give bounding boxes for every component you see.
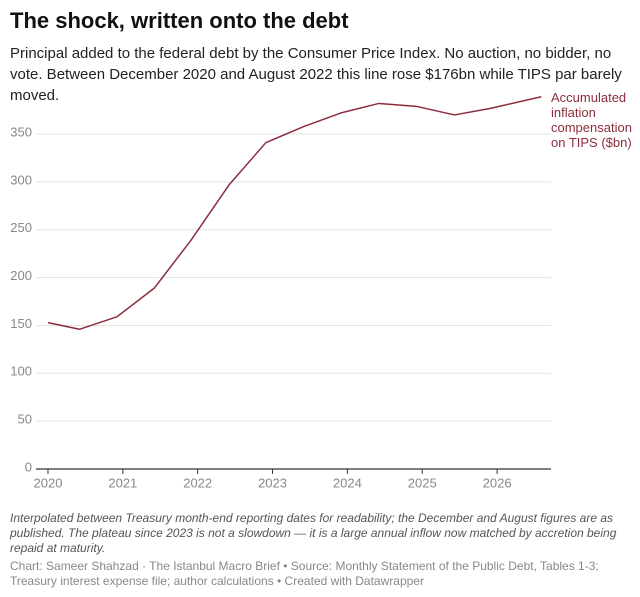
x-tick-label: 2023: [258, 475, 287, 490]
y-tick-label: 300: [10, 172, 32, 187]
y-tick-label: 200: [10, 268, 32, 283]
chart-source: Chart: Sameer Shahzad · The Istanbul Mac…: [10, 559, 599, 588]
x-tick-label: 2025: [408, 475, 437, 490]
series-label: Accumulated inflation compensation on TI…: [551, 90, 632, 150]
x-tick-label: 2026: [483, 475, 512, 490]
y-tick-label: 150: [10, 316, 32, 331]
series-line: [47, 96, 542, 331]
x-tick-label: 2021: [108, 475, 137, 490]
y-tick-label: 100: [10, 364, 32, 379]
y-tick-label: 50: [18, 412, 32, 427]
chart-subtitle: Principal added to the federal debt by t…: [10, 45, 622, 104]
y-tick-label: 250: [10, 220, 32, 235]
x-tick-label: 2020: [34, 475, 63, 490]
chart-note: Interpolated between Treasury month-end …: [10, 511, 617, 555]
x-tick-label: 2022: [183, 475, 212, 490]
chart: 0 50 100 150 200 250 300 350 2020 2021 2022 2023 202…: [10, 96, 551, 490]
chart-title: The shock, written onto the debt: [10, 8, 349, 33]
y-tick-label: 350: [10, 125, 32, 140]
y-tick-label: 0: [25, 459, 32, 474]
x-tick-label: 2024: [333, 475, 362, 490]
